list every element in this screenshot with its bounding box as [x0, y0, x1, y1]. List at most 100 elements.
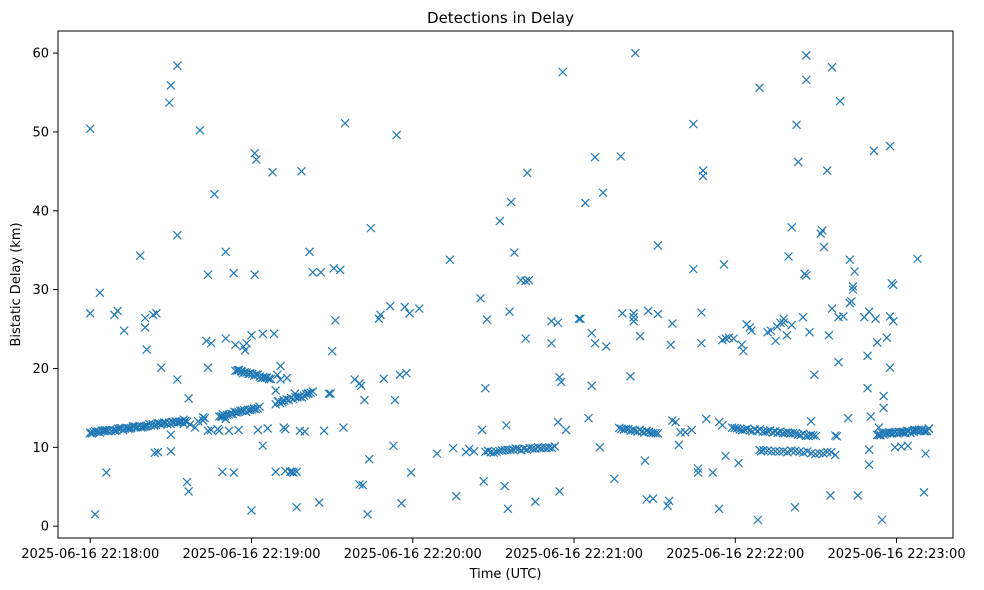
data-point — [432, 449, 442, 459]
data-point — [826, 447, 836, 457]
data-point — [787, 222, 797, 232]
data-point — [874, 423, 884, 433]
data-point — [888, 280, 898, 290]
data-point — [153, 447, 163, 457]
data-point — [482, 315, 492, 325]
data-point — [203, 426, 213, 436]
data-point — [340, 118, 350, 128]
data-point — [251, 404, 261, 414]
data-point — [395, 370, 405, 380]
data-point — [359, 395, 369, 405]
data-point — [872, 338, 882, 347]
data-point — [272, 370, 282, 380]
data-point — [250, 270, 260, 280]
data-point — [151, 308, 161, 318]
data-point — [209, 189, 219, 199]
data-point — [521, 276, 531, 286]
data-point — [674, 440, 684, 450]
y-tick-label: 50 — [32, 125, 49, 140]
data-point — [587, 381, 597, 391]
data-point — [264, 374, 274, 384]
data-point — [864, 460, 874, 470]
data-point — [590, 152, 600, 162]
data-point — [863, 383, 872, 393]
data-point — [805, 327, 814, 337]
data-point — [172, 61, 182, 71]
data-point — [547, 338, 556, 348]
x-tick-label: 2025-06-16 22:18:00 — [21, 547, 159, 562]
data-point — [863, 351, 872, 361]
data-point — [379, 374, 389, 384]
data-point — [509, 248, 519, 257]
data-point — [688, 119, 698, 129]
data-point — [232, 366, 242, 375]
x-tick-label: 2025-06-16 22:19:00 — [182, 547, 320, 562]
data-point — [671, 417, 681, 427]
data-point — [101, 468, 111, 477]
data-point — [414, 304, 424, 313]
data-point — [289, 468, 298, 477]
data-point — [528, 444, 537, 453]
data-point — [732, 423, 742, 433]
data-point — [827, 304, 837, 313]
data-point — [555, 372, 564, 382]
data-point — [292, 502, 302, 512]
data-point — [297, 166, 306, 176]
data-point — [397, 498, 406, 508]
data-point — [172, 375, 182, 384]
data-point — [698, 166, 708, 175]
data-point — [697, 338, 706, 348]
data-point — [521, 334, 531, 343]
data-point — [587, 328, 597, 338]
data-point — [477, 425, 487, 435]
data-point — [811, 431, 821, 441]
data-point — [247, 505, 256, 515]
data-point — [590, 338, 600, 348]
data-point — [601, 341, 611, 351]
data-point — [721, 451, 731, 461]
data-point — [760, 427, 770, 437]
data-point — [258, 372, 268, 382]
data-point — [195, 125, 205, 135]
data-point — [305, 247, 314, 257]
data-point — [326, 389, 335, 399]
data-point — [306, 388, 316, 398]
data-point — [224, 410, 234, 419]
data-point — [95, 288, 105, 298]
data-point — [234, 425, 244, 435]
data-point — [506, 197, 516, 207]
data-point — [119, 326, 129, 336]
data-point — [388, 441, 398, 451]
data-point — [282, 373, 292, 383]
data-point — [793, 157, 803, 167]
data-point — [308, 267, 318, 277]
data-point — [730, 423, 740, 433]
data-point — [653, 309, 663, 319]
data-point — [755, 83, 764, 93]
data-point — [808, 430, 818, 440]
data-point — [882, 333, 892, 343]
data-point — [182, 477, 192, 487]
y-tick-label: 0 — [41, 520, 49, 535]
data-point — [885, 312, 895, 321]
data-point — [550, 441, 560, 451]
data-point — [489, 448, 499, 458]
data-point — [339, 423, 348, 433]
data-point — [276, 361, 285, 371]
data-point — [801, 51, 811, 60]
data-point — [295, 426, 305, 436]
data-point — [616, 151, 626, 161]
data-point — [555, 487, 564, 496]
data-point — [790, 502, 800, 512]
data-point — [766, 326, 776, 336]
data-point — [826, 490, 835, 500]
data-point — [464, 444, 474, 454]
data-point — [203, 270, 213, 280]
y-tick-label: 30 — [32, 283, 49, 298]
data-point — [738, 346, 748, 356]
data-point — [767, 446, 776, 456]
data-point — [737, 425, 747, 435]
data-point — [166, 430, 176, 440]
data-point — [358, 480, 368, 490]
data-point — [919, 426, 929, 436]
